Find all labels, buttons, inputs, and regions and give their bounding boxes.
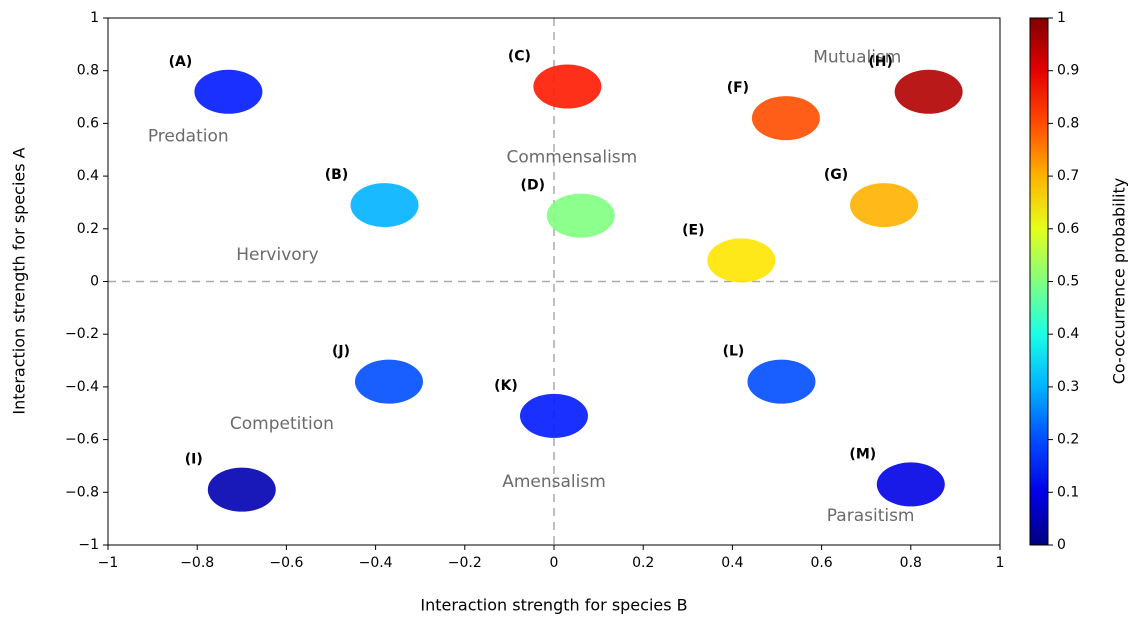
- annotation: Commensalism: [506, 148, 637, 168]
- organism-mark: [354, 359, 423, 404]
- point-label: (J): [332, 344, 350, 360]
- x-tick-label: 0: [550, 555, 559, 571]
- x-tick-label: 1: [996, 555, 1005, 571]
- x-tick-label: −0.6: [269, 555, 303, 571]
- colorbar-tick-label: 1: [1057, 10, 1066, 26]
- point-label: (F): [727, 80, 749, 96]
- y-tick-label: 0: [90, 274, 99, 290]
- y-tick-label: 0.4: [77, 168, 99, 184]
- colorbar-tick-label: 0.2: [1057, 432, 1079, 448]
- annotation: Competition: [230, 414, 334, 434]
- point-label: (C): [508, 49, 531, 65]
- colorbar-label: Co-occurrence probability: [1110, 178, 1129, 384]
- x-axis-label: Interaction strength for species B: [420, 596, 687, 615]
- organism-mark: [520, 393, 588, 438]
- x-tick-label: −0.8: [180, 555, 214, 571]
- y-tick-label: −0.8: [65, 484, 99, 500]
- organism-mark: [747, 359, 816, 404]
- y-tick-label: −0.4: [65, 379, 99, 395]
- organism-mark: [707, 238, 776, 283]
- colorbar-tick-label: 0.5: [1057, 274, 1079, 290]
- point-label: (K): [494, 378, 518, 394]
- x-tick-label: 0.8: [900, 555, 922, 571]
- x-tick-label: −0.2: [448, 555, 482, 571]
- point-label: (B): [325, 167, 348, 183]
- y-tick-label: −1: [78, 537, 99, 553]
- point-label: (D): [521, 178, 545, 194]
- colorbar-tick-label: 0.6: [1057, 221, 1079, 237]
- y-tick-label: 1: [90, 10, 99, 26]
- organism-mark: [894, 69, 963, 114]
- annotation: Parasitism: [827, 506, 915, 526]
- point-label: (A): [169, 54, 193, 70]
- y-tick-label: 0.8: [77, 63, 99, 79]
- y-tick-label: 0.2: [77, 221, 99, 237]
- point-label: (H): [868, 54, 893, 70]
- y-tick-label: −0.2: [65, 326, 99, 342]
- colorbar-tick-label: 0.9: [1057, 63, 1079, 79]
- organism-mark: [876, 462, 945, 507]
- colorbar-tick-label: 0.7: [1057, 168, 1079, 184]
- colorbar-tick-label: 0.4: [1057, 326, 1079, 342]
- x-tick-label: 0.6: [810, 555, 832, 571]
- annotation: Mutualism: [813, 48, 901, 68]
- point-label: (L): [723, 344, 745, 360]
- organism-mark: [350, 183, 419, 228]
- organism-mark: [546, 193, 615, 238]
- point-label: (I): [185, 452, 203, 468]
- annotation: Amensalism: [502, 472, 606, 492]
- point-label: (M): [849, 446, 876, 462]
- annotation: Hervivory: [236, 245, 319, 265]
- organism-mark: [533, 64, 602, 109]
- organism-mark: [207, 467, 276, 512]
- y-tick-label: 0.6: [77, 115, 99, 131]
- x-tick-label: 0.4: [721, 555, 743, 571]
- y-axis-label: Interaction strength for species A: [10, 147, 29, 414]
- organism-mark: [850, 183, 919, 228]
- organism-mark: [194, 69, 263, 114]
- x-tick-label: −1: [98, 555, 119, 571]
- x-tick-label: 0.2: [632, 555, 654, 571]
- organism-mark: [751, 96, 820, 141]
- y-tick-label: −0.6: [65, 432, 99, 448]
- point-label: (E): [682, 222, 704, 238]
- colorbar-tick-label: 0.8: [1057, 115, 1079, 131]
- point-label: (G): [824, 167, 848, 183]
- colorbar-tick-label: 0.1: [1057, 484, 1079, 500]
- colorbar-tick-label: 0.3: [1057, 379, 1079, 395]
- annotation: Predation: [148, 127, 229, 147]
- colorbar-tick-label: 0: [1057, 537, 1066, 553]
- colorbar: [1029, 17, 1049, 546]
- x-tick-label: −0.4: [359, 555, 393, 571]
